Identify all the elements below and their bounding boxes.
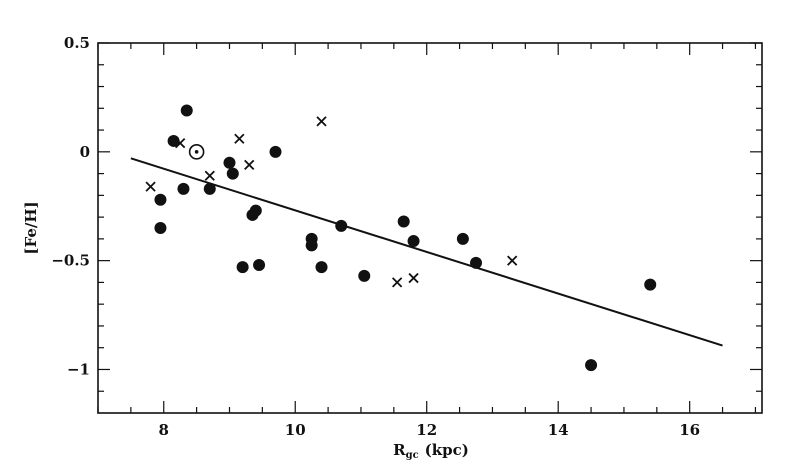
cross-stroke bbox=[234, 133, 245, 144]
data-point-filled bbox=[335, 219, 348, 232]
cross-stroke bbox=[408, 272, 419, 284]
data-point-filled bbox=[249, 204, 262, 217]
cross-stroke bbox=[175, 137, 186, 149]
x-axis-label: Rgc (kpc) bbox=[393, 441, 469, 461]
data-point-filled bbox=[269, 145, 282, 158]
fit-line bbox=[130, 157, 723, 347]
data-point-filled bbox=[236, 261, 249, 274]
data-point-filled bbox=[154, 193, 167, 206]
x-axis-label-main: R bbox=[393, 441, 406, 459]
cross-stroke bbox=[507, 255, 518, 266]
data-point-cross bbox=[244, 159, 255, 171]
x-tick-label: 16 bbox=[679, 421, 700, 439]
data-point-filled bbox=[154, 222, 167, 234]
plot-frame bbox=[97, 42, 763, 414]
cross-stroke bbox=[145, 181, 156, 192]
y-axis-label: [Fe/H] bbox=[22, 201, 40, 254]
data-point-filled bbox=[305, 239, 318, 252]
sun-dot bbox=[194, 150, 199, 154]
data-point-filled bbox=[397, 215, 410, 228]
data-points bbox=[145, 104, 657, 372]
data-point-cross bbox=[204, 170, 215, 181]
sun-ring bbox=[188, 144, 205, 160]
y-tick-label: 0 bbox=[80, 143, 90, 161]
data-point-cross bbox=[145, 181, 156, 192]
data-point-filled bbox=[223, 156, 236, 169]
data-point-cross bbox=[316, 116, 327, 127]
x-tick-label: 14 bbox=[548, 421, 569, 439]
data-point-filled bbox=[585, 359, 598, 372]
data-point-filled bbox=[167, 134, 180, 147]
x-axis-label-sub: gc bbox=[406, 450, 419, 461]
y-tick-label: −1 bbox=[67, 360, 90, 378]
data-point-filled bbox=[644, 278, 657, 291]
data-point-cross bbox=[408, 272, 419, 284]
data-point-cross bbox=[391, 277, 403, 288]
cross-stroke bbox=[316, 116, 327, 127]
data-point-filled bbox=[226, 167, 239, 180]
data-point-filled bbox=[407, 235, 420, 248]
data-point-cross bbox=[175, 137, 186, 149]
data-point-filled bbox=[358, 269, 371, 282]
data-point-cross bbox=[507, 255, 518, 266]
data-point-filled bbox=[177, 182, 190, 195]
x-tick-label: 8 bbox=[159, 421, 169, 439]
cross-stroke bbox=[391, 277, 403, 288]
x-axis-label-unit: (kpc) bbox=[425, 441, 469, 459]
data-point-filled bbox=[470, 256, 483, 269]
y-tick-label: 0.5 bbox=[64, 34, 90, 52]
data-point-filled bbox=[253, 259, 266, 271]
y-tick-label: −0.5 bbox=[51, 252, 90, 270]
x-tick-labels: 8 10 12 14 16 bbox=[159, 421, 701, 439]
sun-symbol bbox=[188, 144, 205, 160]
data-point-cross bbox=[234, 133, 245, 144]
data-point-filled bbox=[456, 232, 469, 245]
y-tick-labels: 0.5 0 −0.5 −1 bbox=[51, 34, 90, 378]
data-point-filled bbox=[315, 261, 328, 274]
x-tick-label: 12 bbox=[416, 421, 437, 439]
data-point-filled bbox=[203, 182, 216, 195]
x-tick-label: 10 bbox=[285, 421, 306, 439]
cross-stroke bbox=[204, 170, 215, 181]
axis-ticks bbox=[97, 42, 762, 413]
data-point-filled bbox=[180, 104, 193, 117]
cross-stroke bbox=[244, 159, 255, 171]
